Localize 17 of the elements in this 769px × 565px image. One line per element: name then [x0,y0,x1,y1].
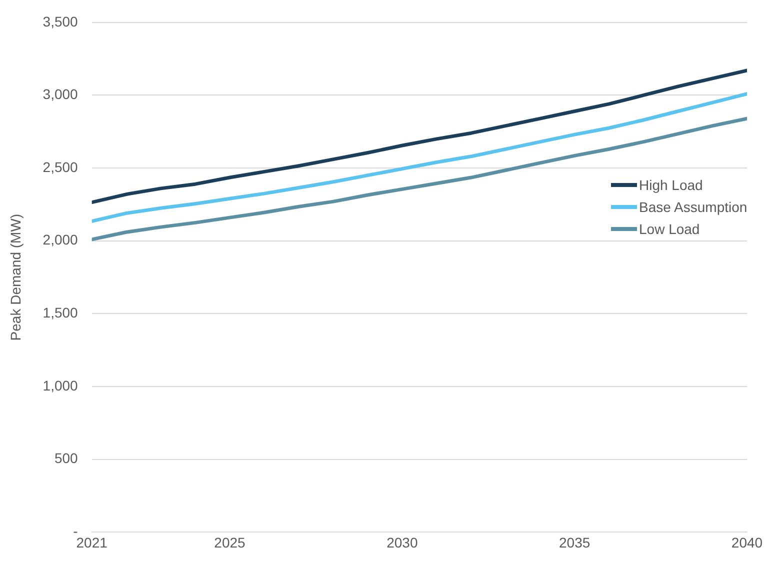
y-tick-label: 1,500 [42,304,78,321]
y-tick-label: 2,500 [42,158,78,175]
x-tick-label: 2030 [386,534,418,550]
x-tick-label: 2035 [559,534,590,550]
y-axis-title: Peak Demand (MW) [7,214,24,341]
x-tick-label: 2040 [731,534,763,550]
y-tick-label: - [73,523,78,540]
y-tick-label: 500 [54,450,78,466]
y-tick-label: 2,000 [42,232,78,248]
legend-label: High Load [639,177,703,194]
y-tick-label: 1,000 [42,377,78,394]
y-tick-label: 3,500 [42,13,78,30]
legend-label: Low Load [639,221,700,238]
legend-label: Base Assumption [639,199,748,216]
x-tick-label: 2021 [76,534,108,550]
x-tick-label: 2025 [214,534,246,550]
y-tick-label: 3,000 [42,86,78,102]
